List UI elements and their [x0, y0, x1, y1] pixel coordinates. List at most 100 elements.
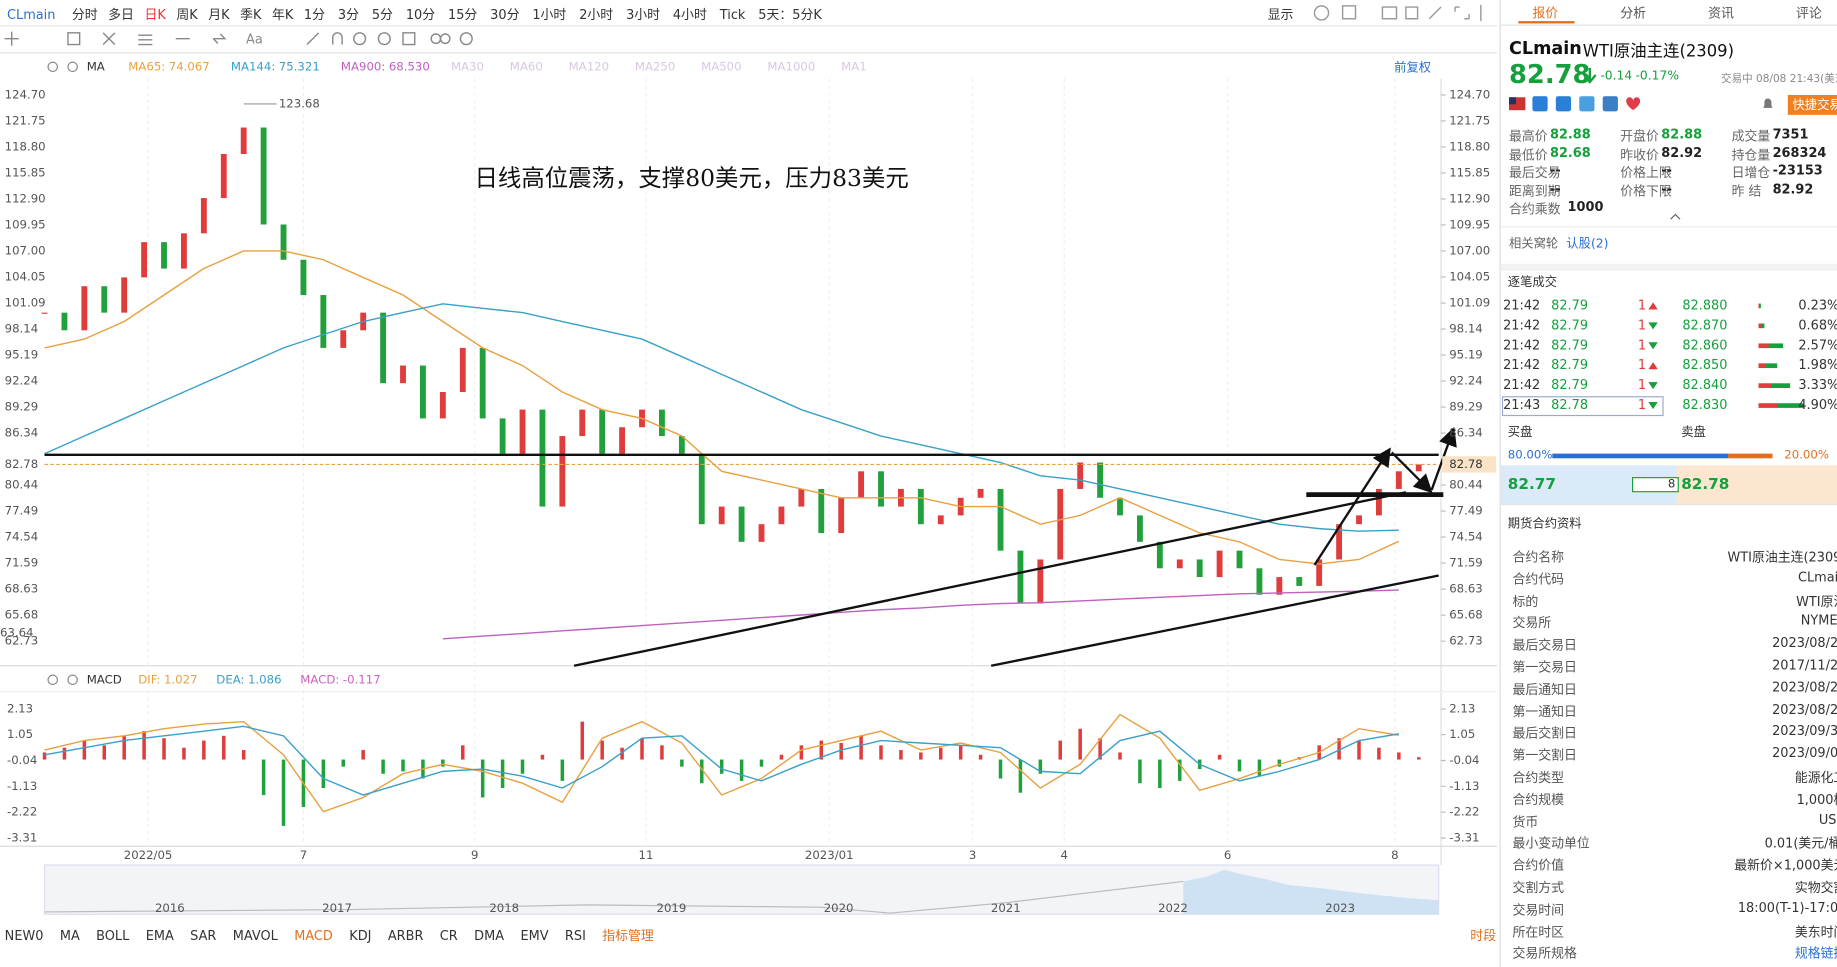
candle: [758, 524, 765, 542]
period-tab[interactable]: 15分: [447, 7, 478, 23]
candle: [738, 506, 745, 542]
period-tab[interactable]: Tick: [719, 6, 746, 22]
indicator-tab[interactable]: MACD: [294, 927, 333, 943]
period-tab[interactable]: 季K: [240, 7, 262, 23]
y-tick-label: 86.34: [5, 426, 39, 440]
period-tab[interactable]: 1分: [303, 7, 325, 23]
ma-value: 75.321: [278, 60, 320, 74]
period-tab[interactable]: 5天：5分K: [758, 7, 822, 23]
y-tick-label: 2.13: [7, 702, 33, 716]
period-tab[interactable]: 4小时: [672, 7, 707, 23]
info-label: 标的: [1512, 593, 1539, 610]
period-tab[interactable]: 周K: [176, 7, 198, 23]
indicator-tab[interactable]: EMV: [520, 927, 549, 943]
candle: [579, 409, 586, 437]
y-tick-label: 68.63: [1449, 582, 1483, 596]
warrant-link[interactable]: 认股(2): [1566, 236, 1609, 251]
indicator-tab[interactable]: EMA: [145, 927, 174, 943]
ma-inactive[interactable]: MA1000: [767, 60, 816, 74]
stat-label: 持仓量: [1731, 147, 1771, 163]
y-tick-label: 62.73: [1449, 634, 1483, 648]
y-tick-label: 2.13: [1449, 702, 1475, 716]
ma-inactive[interactable]: MA60: [509, 60, 543, 74]
period-tab[interactable]: 年K: [272, 7, 294, 23]
y-tick-label: 77.49: [5, 504, 39, 518]
stat-label: 最低价: [1508, 147, 1548, 163]
y-tick-label: 121.75: [1449, 113, 1490, 127]
period-tab[interactable]: 日K: [144, 7, 166, 23]
indicator-tab[interactable]: CR: [439, 927, 458, 943]
top-icons: [1313, 4, 1482, 22]
trade-price: 82.78: [1551, 397, 1589, 413]
macd-bar: [978, 754, 983, 760]
panel-tab[interactable]: 分析: [1620, 5, 1647, 22]
stat-value: 82.68: [1549, 144, 1591, 160]
period-tab[interactable]: 3分: [337, 7, 359, 23]
ma-inactive[interactable]: MA1: [841, 60, 867, 74]
panel-tab[interactable]: 报价: [1532, 5, 1559, 22]
trade-time: 21:42: [1503, 377, 1541, 393]
stat-value: --: [1661, 181, 1672, 197]
period-tab[interactable]: 1小时: [532, 7, 567, 23]
period-tab[interactable]: 10分: [405, 7, 436, 23]
trade-vol: 1: [1637, 317, 1647, 333]
stat-label: 最后交易: [1508, 165, 1561, 181]
candle: [161, 242, 167, 269]
bid-bar: [1552, 453, 1729, 459]
display-menu[interactable]: 显示: [1267, 7, 1294, 23]
candle: [280, 224, 287, 260]
info-value: 2023/08/22: [1772, 635, 1837, 651]
ma-inactive[interactable]: MA30: [450, 60, 484, 74]
trade-share-bar: [1758, 303, 1761, 309]
panel-tab[interactable]: 评论: [1796, 5, 1822, 22]
period-tab[interactable]: 5分: [371, 7, 393, 23]
period-tab[interactable]: 3小时: [626, 7, 661, 23]
ma-inactive[interactable]: MA120: [568, 60, 610, 74]
panel-symbol: CLmain: [1508, 37, 1582, 59]
bell-icon[interactable]: [1761, 97, 1775, 111]
panel-tab[interactable]: 资讯: [1708, 5, 1734, 22]
overview-year: 2018: [489, 901, 519, 915]
ma-inactive[interactable]: MA500: [701, 60, 742, 74]
settings-icons[interactable]: [47, 673, 82, 687]
macd-bar: [939, 747, 943, 760]
period-tab[interactable]: 30分: [490, 7, 520, 23]
candle: [778, 506, 785, 525]
indicator-tab[interactable]: RSI: [564, 927, 586, 943]
indicator-tab[interactable]: DMA: [474, 927, 505, 943]
arrow: [1313, 447, 1391, 566]
quick-trade-button[interactable]: 快捷交易: [1787, 94, 1837, 115]
macd-bar: [1397, 752, 1401, 760]
period-tab[interactable]: 分时: [71, 7, 98, 23]
info-value: 2017/11/21: [1772, 657, 1837, 673]
macd-bar: [540, 754, 545, 760]
candle: [1097, 462, 1104, 498]
period-tab[interactable]: 多日: [108, 7, 134, 23]
candle: [141, 242, 148, 278]
adjust-button[interactable]: 前复权: [1394, 60, 1432, 76]
candle: [1415, 464, 1422, 472]
indicator-tab[interactable]: MA: [59, 927, 80, 943]
indicator-tab[interactable]: NEW0: [4, 927, 44, 943]
macd-bar: [341, 759, 346, 767]
period-tab[interactable]: 月K: [208, 7, 230, 23]
candle: [858, 471, 865, 498]
period-tab[interactable]: 2小时: [579, 7, 614, 23]
trade-share: 0.23%: [1798, 297, 1837, 313]
indicator-tab[interactable]: SAR: [190, 927, 217, 943]
trade-highlight: [1501, 396, 1664, 417]
macd-bar: [361, 750, 365, 760]
macd-bar: [879, 745, 883, 760]
indicator-tab[interactable]: ARBR: [387, 927, 424, 943]
settings-icons[interactable]: [47, 60, 82, 74]
indicator-tab[interactable]: 指标管理: [602, 928, 654, 944]
collapse-icon[interactable]: [1669, 212, 1681, 221]
indicator-tab[interactable]: KDJ: [349, 927, 372, 943]
indicator-tab[interactable]: MAVOL: [232, 927, 278, 943]
session-button[interactable]: 时段: [1470, 928, 1497, 944]
indicator-tab[interactable]: BOLL: [96, 927, 130, 943]
ma-inactive[interactable]: MA250: [634, 60, 676, 74]
y-tick-label: 71.59: [1449, 556, 1483, 570]
info-value[interactable]: 规格链接: [1794, 946, 1837, 962]
